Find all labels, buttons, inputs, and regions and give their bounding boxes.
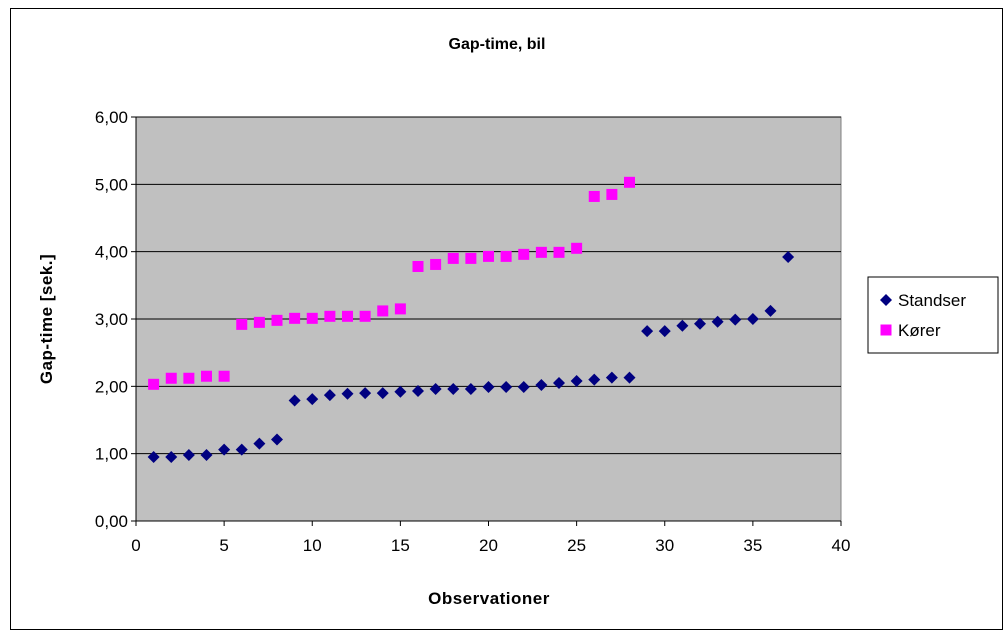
data-point	[201, 370, 212, 382]
legend-marker	[880, 324, 892, 336]
data-point	[377, 305, 389, 317]
y-tick-label: 6,00	[95, 108, 128, 127]
data-point	[518, 248, 530, 260]
data-point	[323, 389, 336, 402]
y-tick-label: 4,00	[95, 243, 128, 262]
data-point	[394, 303, 406, 315]
data-point	[182, 449, 195, 462]
data-point	[429, 383, 442, 396]
data-point	[253, 437, 266, 450]
y-tick-label: 0,00	[95, 512, 128, 531]
data-point	[183, 372, 195, 384]
legend: Standser Kører	[867, 276, 999, 354]
data-point	[394, 385, 407, 398]
data-point	[359, 387, 372, 400]
data-point	[165, 451, 178, 464]
legend-box	[867, 276, 999, 354]
x-tick-label: 0	[131, 536, 140, 555]
data-point	[500, 250, 512, 262]
data-point	[200, 449, 213, 462]
data-points	[147, 176, 795, 464]
x-tick-label: 20	[479, 536, 498, 555]
series-kører	[148, 176, 635, 390]
data-point	[711, 315, 724, 328]
data-point	[218, 370, 230, 382]
x-tick-label: 5	[219, 536, 228, 555]
data-point	[605, 371, 618, 384]
y-axis-ticks: 0,00 1,00 2,00 3,00 4,00 5,00 6,00	[95, 108, 136, 531]
legend-marker	[880, 294, 892, 306]
y-tick-label: 3,00	[95, 310, 128, 329]
data-point	[694, 317, 706, 330]
data-point	[746, 313, 759, 325]
data-point	[553, 246, 565, 258]
data-point	[623, 371, 636, 384]
data-point	[430, 258, 442, 270]
data-point	[570, 374, 583, 387]
y-axis-label: Gap-time [sek.]	[37, 254, 56, 384]
y-tick-label: 1,00	[95, 445, 128, 464]
x-axis-ticks: 0 5 10 15 20 25 30 35 40	[131, 521, 850, 555]
data-point	[588, 190, 600, 202]
data-point	[483, 250, 494, 262]
data-point	[535, 378, 548, 391]
data-point	[306, 312, 318, 324]
x-axis-label: Observationer	[428, 589, 550, 608]
data-point	[553, 376, 565, 389]
data-point	[218, 443, 231, 456]
data-point	[341, 387, 354, 400]
data-point	[535, 246, 547, 258]
x-tick-label: 40	[832, 536, 851, 555]
data-point	[342, 310, 353, 322]
legend-label: Standser	[898, 291, 966, 310]
x-tick-label: 35	[743, 536, 762, 555]
data-point	[571, 242, 583, 254]
data-point	[588, 373, 601, 386]
data-point	[412, 260, 424, 272]
data-point	[147, 451, 160, 464]
data-point	[606, 188, 618, 200]
chart-title: Gap-time, bil	[449, 36, 546, 53]
data-point	[253, 316, 265, 328]
data-point	[306, 393, 319, 406]
data-point	[288, 394, 301, 407]
y-tick-label: 5,00	[95, 175, 128, 194]
data-point	[624, 176, 635, 188]
data-point	[235, 443, 248, 456]
x-tick-label: 30	[655, 536, 674, 555]
data-point	[641, 325, 654, 338]
legend-label: Kører	[898, 321, 941, 340]
data-point	[271, 314, 283, 326]
data-point	[412, 385, 424, 398]
data-point	[236, 318, 248, 330]
data-point	[148, 378, 160, 390]
data-point	[482, 381, 495, 394]
data-point	[517, 381, 530, 394]
data-point	[764, 304, 777, 317]
data-point	[289, 312, 301, 324]
data-point	[464, 383, 477, 396]
data-point	[500, 381, 513, 394]
data-point	[165, 372, 177, 384]
data-point	[359, 310, 371, 322]
data-point	[447, 252, 459, 264]
x-tick-label: 15	[391, 536, 410, 555]
data-point	[447, 383, 460, 396]
data-point	[729, 313, 742, 326]
data-point	[324, 310, 336, 322]
data-point	[658, 325, 671, 338]
data-point	[376, 387, 389, 400]
data-point	[271, 433, 283, 446]
series-standser	[147, 251, 795, 464]
x-tick-label: 25	[567, 536, 586, 555]
data-point	[465, 252, 477, 264]
data-point	[676, 319, 689, 332]
x-tick-label: 10	[303, 536, 322, 555]
data-point	[782, 251, 795, 264]
y-tick-label: 2,00	[95, 377, 128, 396]
